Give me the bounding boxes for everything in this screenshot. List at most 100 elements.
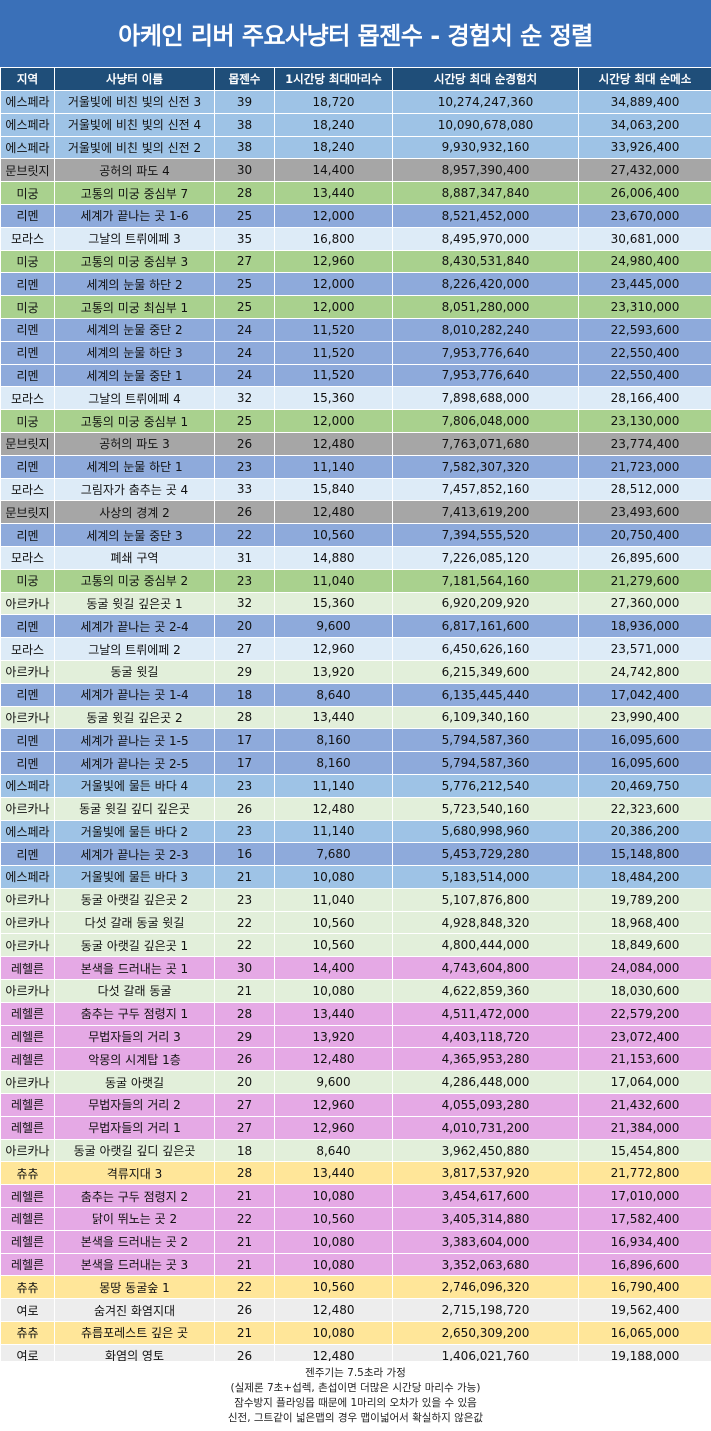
cell-exp: 7,226,085,120	[392, 545, 579, 570]
cell-area-name: 거울빛에 비친 빛의 신전 4	[54, 112, 215, 137]
table-row: 츄츄 츄릅포레스트 깊은 곳 21 10,080 2,650,309,200 16,065…	[0, 1321, 711, 1345]
cell-exp: 2,650,309,200	[392, 1321, 579, 1345]
cell-exp: 7,457,852,160	[392, 477, 579, 502]
cell-region: 리멘	[0, 317, 55, 342]
cell-meso: 18,484,200	[578, 865, 711, 889]
cell-region: 모라스	[0, 477, 55, 502]
cell-meso: 19,789,200	[578, 887, 711, 912]
cell-region: 아르카나	[0, 1070, 55, 1095]
cell-region: 레헬른	[0, 1024, 55, 1049]
cell-per-hour: 18,720	[274, 90, 393, 114]
cell-region: 리멘	[0, 728, 55, 753]
cell-mob-count: 27	[214, 1093, 275, 1117]
cell-mob-count: 26	[214, 500, 275, 525]
column-header-meso: 시간당 최대 순메소	[578, 67, 711, 91]
cell-per-hour: 13,920	[274, 659, 393, 684]
cell-exp: 3,383,604,000	[392, 1229, 579, 1254]
cell-area-name: 닭이 뛰노는 곳 2	[54, 1207, 215, 1231]
table-row: 레헬른 춤추는 구두 점령지 1 28 13,440 4,511,472,000 22,5…	[0, 1001, 711, 1026]
cell-per-hour: 12,000	[274, 409, 393, 433]
cell-mob-count: 21	[214, 1321, 275, 1345]
table-row: 리멘 세계가 끝나는 곳 1-5 17 8,160 5,794,587,360 16,09…	[0, 728, 711, 753]
table-row: 모라스 그날의 트뤼에페 3 35 16,800 8,495,970,000 30,681…	[0, 226, 711, 251]
cell-area-name: 동굴 아랫길 깊은곳 2	[54, 887, 215, 912]
cell-area-name: 그림자가 춤추는 곳 4	[54, 477, 215, 502]
cell-mob-count: 30	[214, 956, 275, 981]
cell-area-name: 그날의 트뤼에페 2	[54, 637, 215, 661]
cell-meso: 23,130,000	[578, 409, 711, 433]
cell-meso: 21,153,600	[578, 1047, 711, 1072]
cell-mob-count: 21	[214, 1229, 275, 1254]
cell-mob-count: 17	[214, 728, 275, 753]
table-row: 문브릿지 사상의 경계 2 26 12,480 7,413,619,200 23,493,…	[0, 500, 711, 525]
cell-region: 에스페라	[0, 135, 55, 160]
cell-mob-count: 18	[214, 1138, 275, 1163]
table-row: 문브릿지 공허의 파도 4 30 14,400 8,957,390,400 27,432,…	[0, 158, 711, 183]
cell-meso: 23,990,400	[578, 705, 711, 730]
cell-mob-count: 25	[214, 272, 275, 297]
cell-area-name: 고통의 미궁 중심부 2	[54, 568, 215, 593]
cell-area-name: 고통의 미궁 최심부 1	[54, 295, 215, 319]
cell-meso: 24,742,800	[578, 659, 711, 684]
table-row: 레헬른 무법자들의 거리 1 27 12,960 4,010,731,200 21,384…	[0, 1115, 711, 1140]
cell-region: 아르카나	[0, 910, 55, 935]
table-row: 레헬른 본색을 드러내는 곳 3 21 10,080 3,352,063,680 16,8…	[0, 1252, 711, 1277]
cell-region: 모라스	[0, 386, 55, 411]
cell-region: 리멘	[0, 272, 55, 297]
cell-exp: 5,453,729,280	[392, 842, 579, 867]
table-row: 에스페라 거울빛에 비친 빛의 신전 2 38 18,240 9,930,932,160…	[0, 135, 711, 160]
cell-region: 리멘	[0, 454, 55, 479]
cell-region: 아르카나	[0, 933, 55, 958]
cell-area-name: 동굴 윗길	[54, 659, 215, 684]
cell-region: 리멘	[0, 363, 55, 388]
table-row: 미궁 고통의 미궁 중심부 2 23 11,040 7,181,564,160 21,27…	[0, 568, 711, 593]
cell-area-name: 다섯 갈래 동굴 윗길	[54, 910, 215, 935]
cell-meso: 18,030,600	[578, 979, 711, 1003]
cell-meso: 15,148,800	[578, 842, 711, 867]
cell-meso: 26,895,600	[578, 545, 711, 570]
cell-meso: 22,550,400	[578, 363, 711, 388]
table-row: 리멘 세계의 눈물 중단 2 24 11,520 8,010,282,240 22,593…	[0, 317, 711, 342]
cell-exp: 8,010,282,240	[392, 317, 579, 342]
cell-exp: 7,953,776,640	[392, 363, 579, 388]
cell-per-hour: 11,040	[274, 568, 393, 593]
cell-region: 미궁	[0, 181, 55, 205]
cell-exp: 2,715,198,720	[392, 1298, 579, 1323]
cell-exp: 6,450,626,160	[392, 637, 579, 661]
cell-meso: 16,790,400	[578, 1275, 711, 1300]
cell-per-hour: 8,160	[274, 751, 393, 775]
cell-exp: 5,776,212,540	[392, 773, 579, 798]
cell-area-name: 세계의 눈물 중단 3	[54, 523, 215, 547]
cell-region: 미궁	[0, 568, 55, 593]
cell-mob-count: 21	[214, 1252, 275, 1277]
cell-region: 츄츄	[0, 1161, 55, 1186]
cell-per-hour: 15,360	[274, 386, 393, 411]
cell-per-hour: 11,520	[274, 340, 393, 365]
cell-per-hour: 11,040	[274, 887, 393, 912]
cell-exp: 5,107,876,800	[392, 887, 579, 912]
cell-area-name: 본색을 드러내는 곳 1	[54, 956, 215, 981]
cell-region: 리멘	[0, 682, 55, 707]
cell-per-hour: 10,080	[274, 1184, 393, 1209]
page-title: 아케인 리버 주요사냥터 몹젠수 - 경험치 순 정렬	[0, 0, 711, 67]
cell-area-name: 고통의 미궁 중심부 7	[54, 181, 215, 205]
cell-per-hour: 12,480	[274, 500, 393, 525]
cell-per-hour: 12,480	[274, 1047, 393, 1072]
cell-mob-count: 32	[214, 386, 275, 411]
cell-exp: 8,887,347,840	[392, 181, 579, 205]
cell-mob-count: 28	[214, 705, 275, 730]
table-row: 미궁 고통의 미궁 중심부 7 28 13,440 8,887,347,840 26,00…	[0, 181, 711, 205]
cell-meso: 17,582,400	[578, 1207, 711, 1231]
cell-region: 리멘	[0, 340, 55, 365]
cell-mob-count: 25	[214, 203, 275, 228]
cell-area-name: 세계가 끝나는 곳 2-4	[54, 614, 215, 639]
table-row: 레헬른 춤추는 구두 점령지 2 21 10,080 3,454,617,600 17,0…	[0, 1184, 711, 1209]
cell-exp: 5,794,587,360	[392, 728, 579, 753]
table-row: 아르카나 동굴 아랫길 깊은곳 2 23 11,040 5,107,876,800 19,…	[0, 887, 711, 912]
table-row: 레헬른 무법자들의 거리 2 27 12,960 4,055,093,280 21,432…	[0, 1093, 711, 1117]
cell-exp: 5,183,514,000	[392, 865, 579, 889]
cell-area-name: 무법자들의 거리 2	[54, 1093, 215, 1117]
cell-exp: 5,680,998,960	[392, 819, 579, 844]
table-row: 에스페라 거울빛에 비친 빛의 신전 3 39 18,720 10,274,247,36…	[0, 90, 711, 114]
cell-meso: 20,469,750	[578, 773, 711, 798]
